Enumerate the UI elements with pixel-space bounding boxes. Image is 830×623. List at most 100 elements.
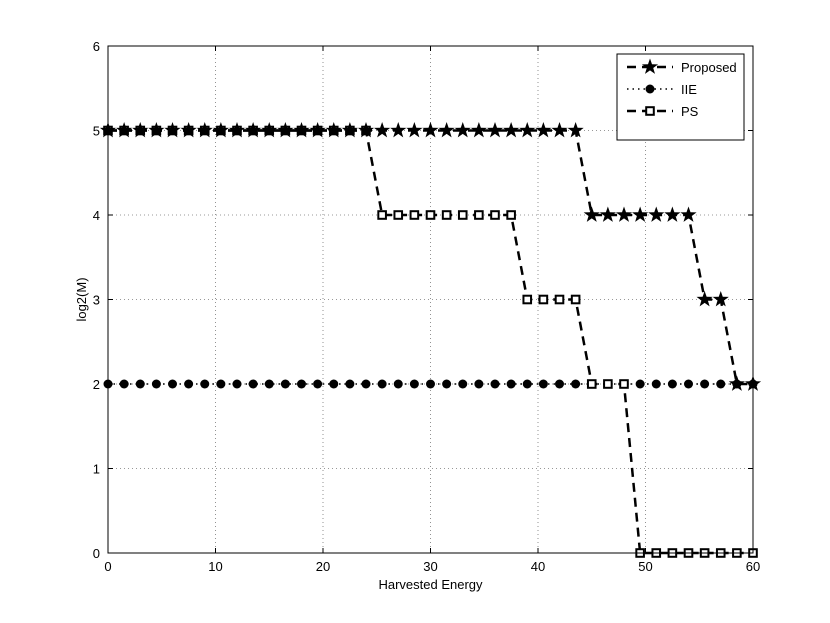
legend-box [616,53,745,141]
data-point-iie [667,379,677,389]
data-point-ps [474,210,484,220]
data-point-proposed [551,122,568,138]
x-tick-label: 20 [316,559,330,574]
data-point-iie [684,379,693,389]
x-tick-label: 0 [104,559,111,574]
data-point-iie [248,379,258,389]
data-point-proposed [132,122,149,138]
data-point-iie [200,379,210,389]
data-point-proposed [583,206,600,222]
data-point-iie [329,379,339,389]
data-point-proposed [293,122,310,138]
data-point-iie [700,379,710,389]
data-point-proposed [680,206,697,222]
data-point-proposed [116,122,133,138]
data-point-ps [377,210,387,220]
x-tick-label: 30 [423,559,437,574]
data-point-ps [393,210,404,220]
data-point-proposed [325,122,342,138]
data-point-proposed [277,122,294,138]
data-point-ps [554,294,565,305]
data-point-proposed [599,206,616,222]
data-point-proposed [374,122,391,138]
data-point-proposed [180,122,197,138]
data-point-proposed [164,122,181,138]
data-point-iie [377,379,387,389]
series-layer [99,122,762,558]
data-point-iie [184,379,194,389]
x-tick-label: 60 [746,559,760,574]
data-point-iie [522,379,532,389]
y-tick-label: 0 [93,546,100,561]
data-point-proposed [357,122,375,138]
data-point-ps [457,210,468,220]
data-point-iie [651,379,661,389]
series-proposed [99,122,762,391]
data-point-proposed [470,122,487,138]
data-point-ps [490,210,500,220]
y-axis-label: log2(M) [74,277,89,321]
y-tick-label: 5 [93,124,100,139]
data-point-iie [135,379,145,389]
data-point-ps [506,210,516,220]
data-point-proposed [309,122,326,138]
data-point-proposed [535,122,552,138]
data-point-proposed [567,122,584,138]
legend: Proposed IIE PS [616,53,745,141]
legend-marker-iie [645,84,655,94]
data-point-iie [168,379,177,389]
data-point-proposed [438,122,455,138]
legend-marker-ps [645,106,655,116]
data-point-ps [522,294,533,305]
data-point-iie [635,379,645,389]
data-point-proposed [503,122,520,138]
x-tick-label: 40 [531,559,545,574]
data-point-iie [297,379,306,389]
data-point-proposed [228,122,246,138]
data-point-proposed [486,122,504,138]
data-point-proposed [422,122,439,138]
data-point-iie [151,379,161,389]
series-line-proposed [108,129,753,386]
data-point-proposed [212,122,229,138]
data-point-proposed [728,375,745,391]
data-point-iie [571,379,581,389]
data-point-ps [538,294,549,305]
data-point-iie [119,379,129,389]
data-point-proposed [454,122,471,138]
data-point-ps [570,294,581,305]
data-point-proposed [632,206,649,222]
data-point-iie [458,379,468,389]
data-point-proposed [196,122,213,138]
data-point-iie [361,379,371,389]
data-point-iie [442,379,452,389]
data-point-ps [603,379,613,389]
data-point-iie [538,379,548,389]
legend-label-iie: IIE [681,82,697,97]
data-point-proposed [648,206,665,222]
data-point-iie [345,379,355,389]
data-point-proposed [245,122,262,138]
data-point-iie [280,379,290,389]
data-point-iie [716,379,726,389]
y-tick-label: 4 [93,208,100,223]
series-ps [103,125,758,558]
data-point-iie [232,379,242,389]
data-point-iie [313,379,323,389]
data-point-iie [490,379,500,389]
data-point-ps [441,210,452,220]
legend-label-ps: PS [681,104,699,119]
legend-label-proposed: Proposed [681,60,737,75]
data-point-proposed [696,291,713,307]
data-point-proposed [519,122,536,138]
data-point-proposed [261,122,278,138]
y-tick-label: 2 [93,377,100,392]
series-line-ps [108,129,753,555]
data-point-iie [264,379,274,389]
data-point-iie [393,379,403,389]
data-point-iie [426,379,435,389]
y-tick-label: 1 [93,462,100,477]
legend-marker-proposed [641,58,659,74]
data-point-iie [474,379,484,389]
